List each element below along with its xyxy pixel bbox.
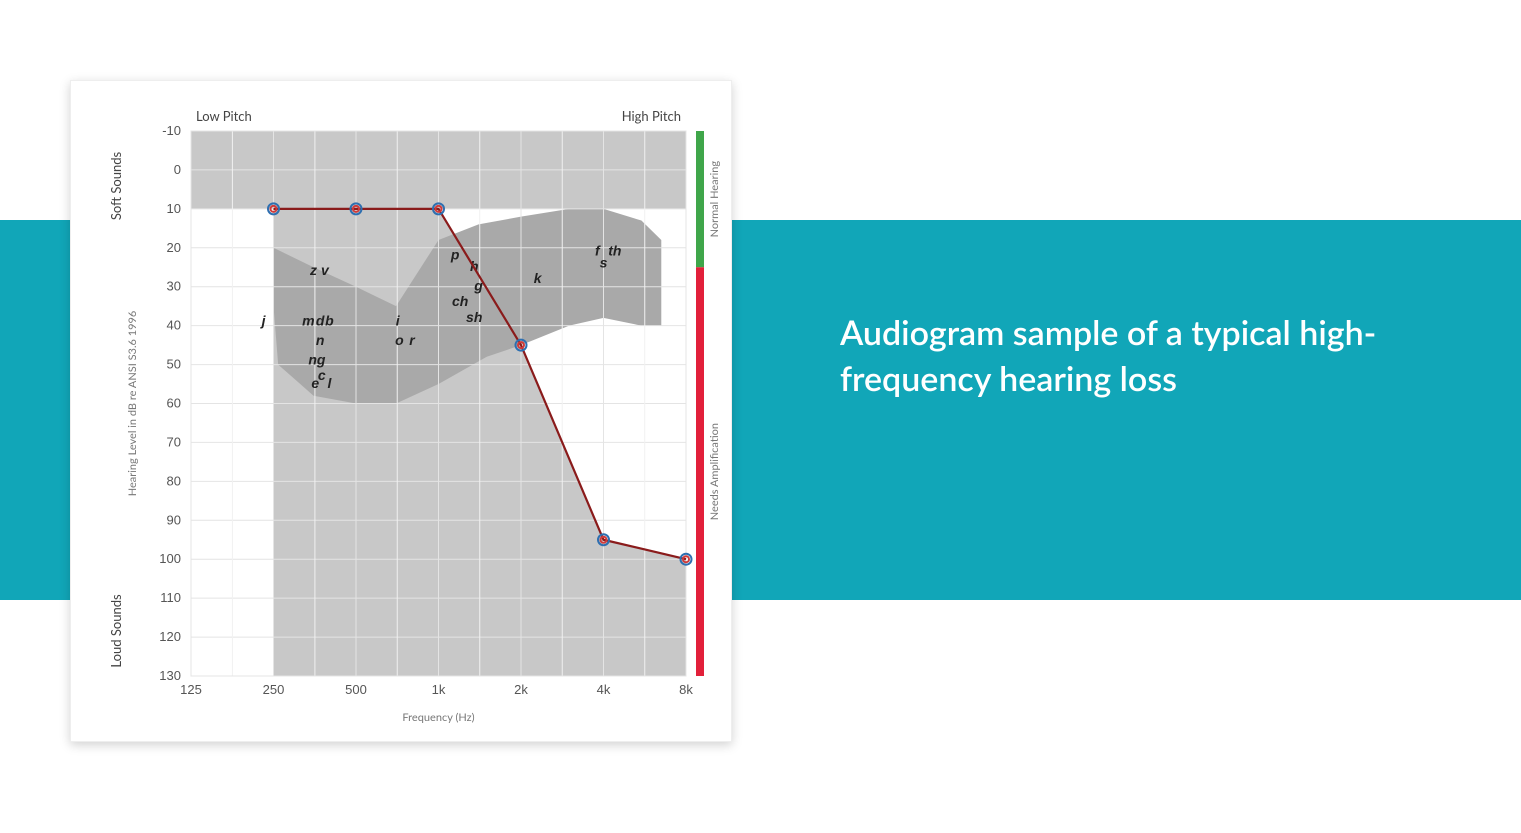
audiogram-chart: -10 0 10 20 30 40 50 60 70 80 90 100 110 120 130125 250… [71,81,731,741]
svg-text:10: 10 [167,201,181,216]
svg-text:Loud Sounds: Loud Sounds [108,594,124,668]
svg-text:Normal Hearing: Normal Hearing [708,161,721,238]
svg-text:250: 250 [263,682,285,697]
svg-text:0: 0 [174,162,181,177]
svg-text:80: 80 [167,473,181,488]
svg-text:40: 40 [167,318,181,333]
svg-text:130: 130 [159,668,181,683]
svg-text:o: o [395,332,404,348]
svg-text:z: z [309,262,317,278]
svg-text:Hearing Level in dB re ANSI S3: Hearing Level in dB re ANSI S3.6 1996 [126,311,139,497]
svg-text:120: 120 [159,629,181,644]
svg-text:Frequency (Hz): Frequency (Hz) [402,711,474,724]
svg-text:125: 125 [180,682,202,697]
caption-text: Audiogram sample of a typical high-frequ… [840,310,1400,402]
svg-text:Low Pitch: Low Pitch [196,108,252,124]
svg-text:8k: 8k [679,682,693,697]
svg-text:m: m [302,313,314,329]
svg-text:500: 500 [345,682,367,697]
svg-text:50: 50 [167,357,181,372]
svg-text:p: p [450,246,460,262]
svg-text:k: k [534,270,543,286]
svg-text:c: c [318,367,326,383]
svg-text:ng: ng [308,352,326,368]
svg-text:Soft Sounds: Soft Sounds [108,151,124,220]
svg-text:2k: 2k [514,682,528,697]
svg-text:High Pitch: High Pitch [622,108,681,124]
svg-text:100: 100 [159,551,181,566]
svg-text:d: d [316,313,325,329]
svg-text:b: b [325,313,334,329]
svg-text:1k: 1k [432,682,446,697]
svg-text:s: s [600,254,608,270]
svg-text:sh: sh [466,309,482,325]
svg-text:4k: 4k [597,682,611,697]
svg-text:60: 60 [167,396,181,411]
svg-text:n: n [316,332,325,348]
audiogram-card: -10 0 10 20 30 40 50 60 70 80 90 100 110 120 130125 250… [70,80,732,742]
svg-text:70: 70 [167,434,181,449]
svg-text:v: v [321,262,330,278]
svg-text:30: 30 [167,279,181,294]
svg-text:ch: ch [452,293,468,309]
svg-text:90: 90 [167,512,181,527]
svg-text:-10: -10 [162,123,181,138]
svg-text:20: 20 [167,240,181,255]
svg-text:110: 110 [160,590,181,605]
svg-text:Needs Amplification: Needs Amplification [708,423,721,520]
svg-text:th: th [608,243,621,259]
